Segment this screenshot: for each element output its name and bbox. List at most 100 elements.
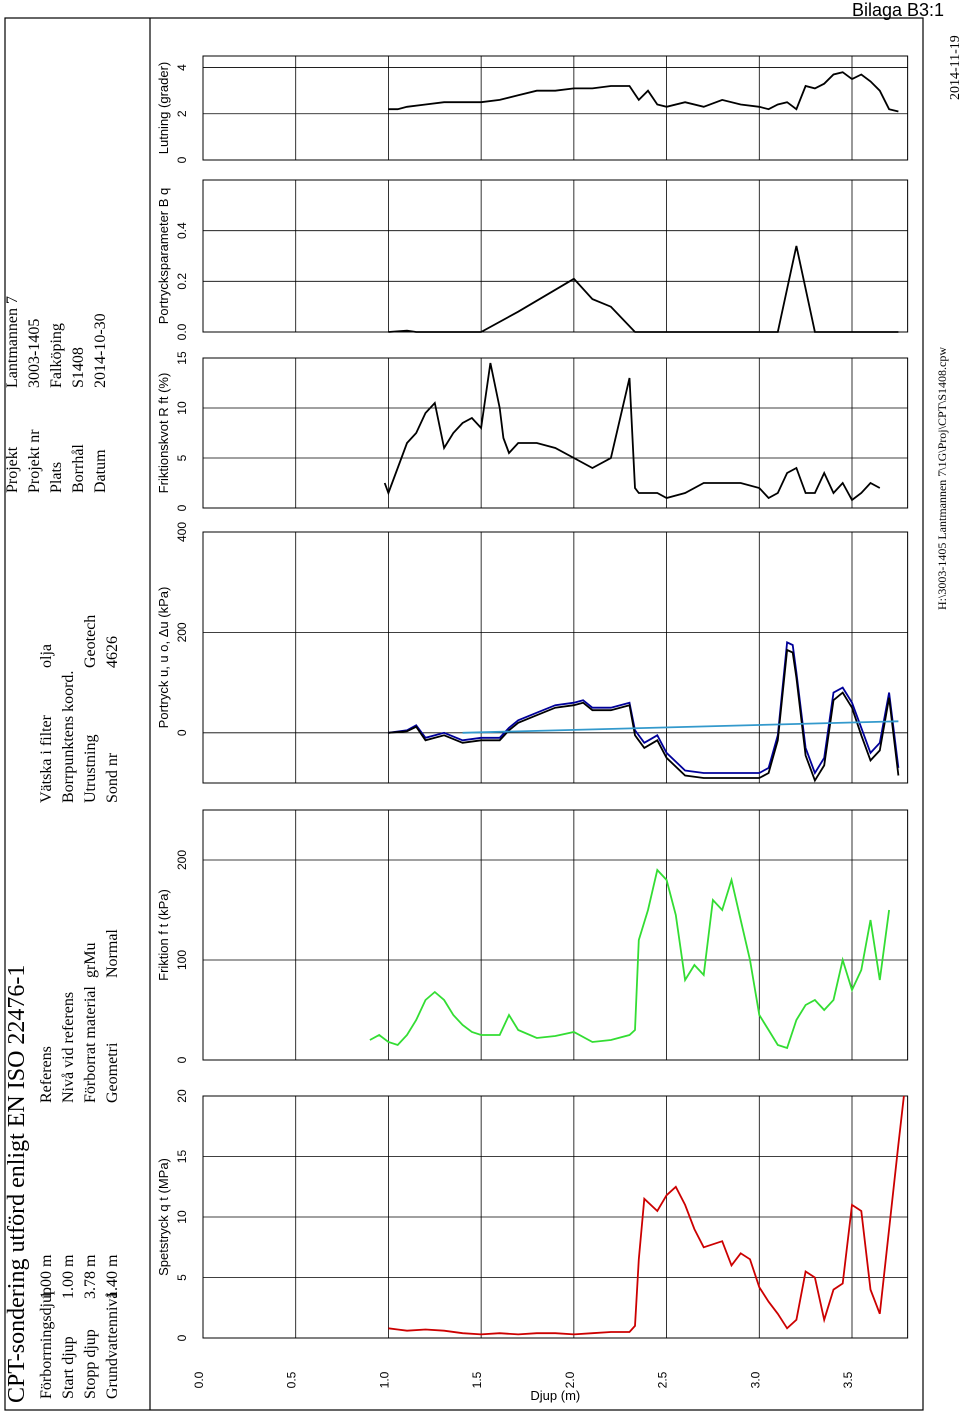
- file-path: H:\3003-1405 Lantmannen 7\1G\Proj\CPT\S1…: [935, 347, 949, 610]
- header-field-col1-1: Start djup 1.00 m: [60, 1255, 78, 1399]
- print-date: 2014-11-19: [948, 35, 960, 100]
- panel-axis-label-qt: Spetstryck q t (MPa): [156, 1158, 171, 1276]
- header-block: CPT-sondering utförd enligt EN ISO 22476…: [0, 0, 145, 1413]
- value-tick-label: 200: [175, 850, 189, 870]
- value-tick-label: 0: [175, 729, 189, 736]
- header-field-col2-2: Förborrat material grMu: [82, 942, 100, 1103]
- header-field-label: Nivå vid referens: [60, 991, 77, 1103]
- value-tick-label: 15: [175, 351, 189, 365]
- depth-tick-label: 0.0: [192, 1371, 206, 1388]
- header-field-label: Vätska i filter: [38, 715, 55, 803]
- panel-axis-label-lut: Lutning (grader): [156, 62, 171, 155]
- header-field-label: Stopp djup: [82, 1329, 99, 1399]
- value-tick-label: 0: [175, 156, 189, 163]
- header-field-label: Plats: [48, 461, 65, 493]
- appendix-stamp: Bilaga B3:1: [852, 0, 945, 20]
- depth-tick-label: 2.5: [656, 1371, 670, 1388]
- series-line-ft: [369, 868, 890, 1050]
- header-field-label: Projekt nr: [26, 429, 43, 493]
- header-field-value: Normal: [104, 929, 121, 978]
- series-line-rf: [383, 362, 881, 502]
- value-tick-label: 400: [175, 522, 189, 542]
- depth-tick-label: 3.0: [748, 1371, 762, 1388]
- series-line-qt: [388, 1095, 905, 1336]
- header-field-col3-3: Sond nr 4626: [104, 636, 122, 803]
- header-field-value: Lantmannen 7: [4, 296, 21, 388]
- value-tick-label: 4: [175, 64, 189, 71]
- panel-frame-rf: [202, 357, 909, 509]
- header-field-label: Grundvattennivå: [104, 1291, 121, 1399]
- value-tick-label: 0.2: [175, 273, 189, 290]
- header-field-col3-2: Utrustning Geotech: [82, 615, 100, 803]
- value-tick-label: 10: [175, 1210, 189, 1224]
- header-field-col3-1: Borrpunktens koord.: [60, 668, 78, 803]
- header-field-value: 2014-10-30: [92, 313, 109, 388]
- panel-frame-lut: [202, 55, 909, 161]
- header-field-col2-0: Referens: [38, 978, 56, 1103]
- header-field-col3-0: Vätska i filter olja: [38, 644, 56, 803]
- value-tick-label: 200: [175, 622, 189, 642]
- value-tick-label: 15: [175, 1150, 189, 1164]
- header-field-col1-2: Stopp djup 3.78 m: [82, 1255, 100, 1399]
- value-tick-label: 0: [175, 1056, 189, 1063]
- depth-tick-label: 1.0: [377, 1371, 391, 1388]
- depth-tick-label: 3.5: [841, 1371, 855, 1388]
- header-field-value: 1.40 m: [104, 1254, 121, 1299]
- header-field-col4-4: Datum 2014-10-30: [92, 313, 110, 493]
- header-field-col4-1: Projekt nr 3003-1405: [26, 319, 44, 493]
- header-field-col1-0: Förborrningsdjup1.00 m: [38, 1255, 56, 1399]
- header-field-label: Förborrat material: [82, 986, 99, 1103]
- header-field-value: Falköping: [48, 323, 65, 388]
- depth-tick-label: 1.5: [470, 1371, 484, 1388]
- header-field-value: S1408: [70, 347, 87, 388]
- value-tick-label: 0: [175, 1334, 189, 1341]
- panel-frame-bq: [202, 179, 909, 333]
- header-field-col4-0: Projekt Lantmannen 7: [4, 296, 22, 493]
- header-field-label: Geometri: [104, 1042, 121, 1103]
- series-line-bq: [388, 245, 899, 333]
- header-field-label: Start djup: [60, 1336, 77, 1399]
- panel-frame-ft: [202, 809, 909, 1061]
- panel-axis-label-bq: Portrycksparameter B q: [156, 188, 171, 325]
- header-field-col1-3: Grundvattennivå1.40 m: [104, 1255, 122, 1399]
- value-tick-label: 0: [175, 504, 189, 511]
- header-field-value: 3.78 m: [82, 1254, 99, 1299]
- header-field-label: Sond nr: [104, 752, 121, 803]
- header-field-value: olja: [38, 644, 55, 668]
- panel-axis-label-u: Portryck u, u o, Δu (kPa): [156, 587, 171, 729]
- header-field-col4-2: Plats Falköping: [48, 323, 66, 493]
- header-field-label: Datum: [92, 449, 109, 493]
- depth-axis-label: Djup (m): [530, 1388, 580, 1403]
- value-tick-label: 100: [175, 950, 189, 970]
- header-field-value: grMu: [82, 942, 99, 978]
- series-line-u-uo: [462, 720, 899, 734]
- series-line-u-u: [388, 641, 900, 776]
- depth-tick-label: 2.0: [563, 1371, 577, 1388]
- value-tick-label: 5: [175, 1274, 189, 1281]
- header-field-col4-3: Borrhål S1408: [70, 347, 88, 493]
- value-tick-label: 20: [175, 1089, 189, 1103]
- value-tick-label: 2: [175, 110, 189, 117]
- series-line-u-Δu: [388, 648, 900, 783]
- header-field-col2-3: Geometri Normal: [104, 929, 122, 1103]
- header-field-label: Borrpunktens koord.: [60, 670, 77, 803]
- header-field-label: Borrhål: [70, 444, 87, 493]
- panel-axis-label-rf: Friktionskvot R ft (%): [156, 373, 171, 494]
- header-field-label: Projekt: [4, 446, 21, 493]
- depth-tick-label: 0.5: [285, 1371, 299, 1388]
- page-title: CPT-sondering utförd enligt EN ISO 22476…: [4, 964, 30, 1403]
- header-field-label: Förborrningsdjup: [38, 1287, 55, 1399]
- header-field-value: 1.00 m: [60, 1254, 77, 1299]
- header-field-value: 1.00 m: [38, 1254, 55, 1299]
- series-line-lut: [388, 71, 899, 113]
- value-tick-label: 5: [175, 454, 189, 461]
- panel-axis-label-ft: Friktion f t (kPa): [156, 889, 171, 981]
- header-field-label: Utrustning: [82, 734, 99, 803]
- value-tick-label: 0.0: [175, 323, 189, 340]
- header-field-col2-1: Nivå vid referens: [60, 978, 78, 1103]
- header-field-value: Geotech: [82, 614, 99, 668]
- value-tick-label: 10: [175, 401, 189, 415]
- header-field-value: 3003-1405: [26, 318, 43, 388]
